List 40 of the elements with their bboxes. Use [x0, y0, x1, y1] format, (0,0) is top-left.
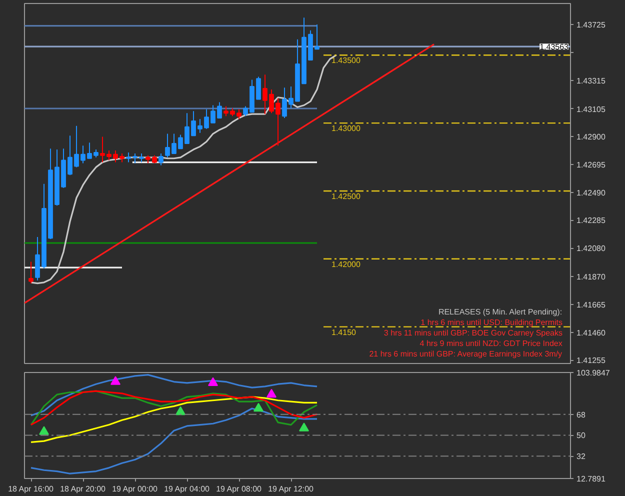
annotation: 21 hrs 6 mins until GBP: Average Earnings Index 3m/y — [369, 350, 562, 358]
line-series — [30, 396, 318, 444]
ref-line-label: 1.42500 — [332, 192, 361, 201]
y-tick-label: 1.42900 — [576, 132, 606, 142]
y-tick-label: 1.41255 — [576, 356, 606, 366]
x-tick-label: 19 Apr 12:00 — [268, 484, 314, 494]
y-tick-label: 32 — [576, 452, 586, 462]
y-tick-label: 1.42080 — [576, 244, 606, 254]
y-tick-label: 50 — [576, 431, 586, 440]
annotation: 1 hrs 6 mins until USD: Building Permits — [420, 318, 562, 327]
x-tick-label: 18 Apr 20:00 — [60, 484, 106, 494]
candlestick — [158, 152, 164, 166]
y-tick-label: 1.43725 — [576, 20, 606, 30]
ref-line-label: 1.42000 — [332, 260, 361, 269]
annotation: 3 hrs 11 mins until GBP: BOE Gov Carney Speaks — [384, 328, 562, 338]
line-series — [30, 390, 318, 426]
y-tick-label: 1.42490 — [576, 188, 606, 198]
x-tick-label: 19 Apr 00:00 — [112, 484, 158, 494]
y-tick-label: 1.42695 — [576, 160, 606, 170]
annotation: 1.43563 — [540, 42, 570, 52]
candlestick — [28, 261, 34, 284]
y-tick-label: 1.43315 — [576, 76, 606, 86]
line-series — [30, 374, 318, 416]
x-tick-label: 18 Apr 16:00 — [8, 484, 54, 494]
y-tick-label: 1.41665 — [576, 300, 606, 310]
annotation: RELEASES (5 Min. Alert Pending): — [438, 308, 562, 316]
x-tick-label: 19 Apr 04:00 — [164, 484, 210, 494]
annotation: 4 hrs 9 mins until NZD: GDT Price Index — [420, 339, 562, 348]
y-tick-label: 1.43105 — [576, 104, 606, 114]
ref-line-label: 1.43000 — [332, 124, 361, 134]
y-tick-label: 1.41870 — [576, 272, 606, 282]
line-series — [30, 408, 318, 474]
ref-line-label: 1.4150 — [332, 328, 357, 337]
y-tick-label: 68 — [576, 410, 586, 420]
ref-line-label: 1.43500 — [332, 56, 361, 66]
y-tick-label: 12.7891 — [576, 474, 606, 484]
y-tick-label: 1.42285 — [576, 216, 606, 226]
y-tick-label: 103.9847 — [576, 368, 610, 378]
x-tick-label: 19 Apr 08:00 — [216, 484, 262, 494]
y-tick-label: 1.41460 — [576, 328, 606, 338]
